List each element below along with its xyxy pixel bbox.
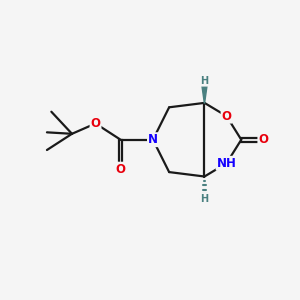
Text: NH: NH — [217, 157, 236, 170]
Text: H: H — [200, 76, 208, 86]
Text: H: H — [200, 194, 208, 204]
Text: O: O — [116, 163, 126, 176]
Text: O: O — [91, 117, 100, 130]
Text: O: O — [258, 133, 268, 146]
Polygon shape — [201, 81, 208, 103]
Text: N: N — [148, 133, 158, 146]
Text: O: O — [222, 110, 232, 123]
